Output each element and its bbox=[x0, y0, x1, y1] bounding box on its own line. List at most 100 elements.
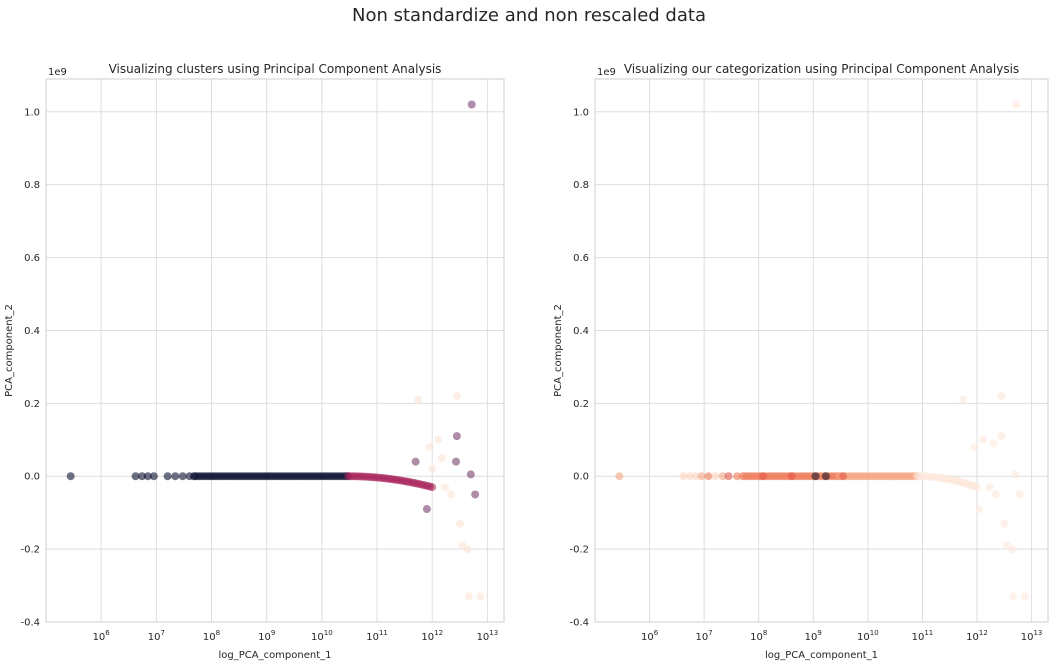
data-point bbox=[970, 443, 979, 452]
data-point bbox=[411, 457, 420, 466]
y-tick-label: -0.4 bbox=[20, 618, 40, 629]
y-tick-label: 0.2 bbox=[24, 399, 40, 410]
x-tick-label: 106 bbox=[93, 629, 111, 643]
data-point bbox=[811, 472, 820, 481]
data-point bbox=[476, 592, 485, 601]
x-tick-label: 108 bbox=[203, 629, 220, 643]
axes-frame bbox=[594, 78, 1049, 623]
data-point bbox=[821, 472, 830, 481]
data-point bbox=[1008, 545, 1017, 554]
y-offset-label: 1e9 bbox=[48, 67, 67, 78]
y-tick-label: 0.8 bbox=[573, 180, 589, 191]
x-tick-label: 109 bbox=[805, 629, 822, 643]
x-tick-label: 1013 bbox=[477, 629, 499, 643]
x-tick-label: 109 bbox=[258, 629, 275, 643]
data-point bbox=[718, 472, 727, 481]
data-point bbox=[171, 472, 180, 481]
data-point bbox=[759, 472, 768, 481]
data-point bbox=[1020, 592, 1029, 601]
data-point bbox=[189, 472, 198, 481]
x-tick-label: 1010 bbox=[857, 629, 879, 643]
data-point bbox=[615, 472, 624, 481]
data-point bbox=[131, 472, 140, 481]
data-point bbox=[66, 472, 75, 481]
x-tick-label: 1010 bbox=[311, 629, 333, 643]
data-point bbox=[422, 505, 431, 514]
data-point bbox=[138, 472, 147, 481]
plot-area bbox=[595, 79, 1048, 622]
y-tick-label: 0.4 bbox=[24, 326, 40, 337]
data-point bbox=[428, 464, 437, 473]
data-point bbox=[958, 395, 967, 404]
data-point bbox=[979, 435, 988, 444]
data-point bbox=[724, 472, 733, 481]
data-point bbox=[975, 505, 984, 514]
data-point bbox=[1011, 470, 1020, 479]
axes-frame bbox=[45, 78, 505, 623]
subplot-2: 106 107 108 109 1010 1011 1012 1013 -0.4 -0.2 0.0 0… bbox=[553, 62, 1049, 661]
y-tick-label: 1.0 bbox=[24, 107, 40, 118]
x-tick-label: 1012 bbox=[421, 629, 443, 643]
data-point bbox=[434, 435, 443, 444]
data-point bbox=[437, 454, 446, 463]
data-point bbox=[178, 472, 187, 481]
subplot-title: Visualizing our categorization using Pri… bbox=[624, 62, 1019, 76]
x-tick-label: 108 bbox=[750, 629, 767, 643]
x-axis-label: log_PCA_component_1 bbox=[765, 650, 878, 661]
x-tick-label: 107 bbox=[148, 629, 165, 643]
data-point bbox=[425, 443, 434, 452]
data-point bbox=[989, 439, 998, 448]
x-tick-label: 1012 bbox=[966, 629, 988, 643]
data-point bbox=[413, 395, 422, 404]
data-point bbox=[463, 545, 472, 554]
data-point bbox=[1009, 592, 1018, 601]
data-point bbox=[997, 392, 1006, 401]
y-tick-label: 0.8 bbox=[24, 180, 40, 191]
data-point bbox=[447, 490, 456, 499]
data-point bbox=[467, 100, 476, 109]
data-point bbox=[838, 472, 847, 481]
x-tick-label: 1013 bbox=[1021, 629, 1043, 643]
data-point bbox=[1000, 519, 1009, 528]
data-point bbox=[440, 483, 449, 492]
y-tick-label: 0.6 bbox=[573, 253, 589, 264]
x-axis-label: log_PCA_component_1 bbox=[218, 650, 331, 661]
x-tick-label: 1011 bbox=[912, 629, 934, 643]
data-point bbox=[697, 472, 706, 481]
x-tick-label: 107 bbox=[696, 629, 713, 643]
y-axis-label: PCA_component_2 bbox=[553, 304, 564, 397]
y-tick-label: 0.4 bbox=[573, 326, 589, 337]
data-point bbox=[732, 472, 741, 481]
plot-area bbox=[46, 79, 504, 622]
y-tick-label: 0.0 bbox=[573, 472, 589, 483]
data-point bbox=[997, 432, 1006, 441]
subplot-1: 106 107 108 109 1010 1011 1012 1013 -0.4 -0.2 0.0 0… bbox=[4, 62, 505, 661]
y-axis-label: PCA_component_2 bbox=[4, 304, 15, 397]
y-offset-label: 1e9 bbox=[597, 67, 616, 78]
data-point bbox=[679, 472, 688, 481]
data-point bbox=[452, 432, 461, 441]
data-point bbox=[691, 472, 700, 481]
y-tick-label: -0.4 bbox=[569, 618, 589, 629]
y-tick-label: -0.2 bbox=[20, 545, 40, 556]
y-tick-label: 0.6 bbox=[24, 253, 40, 264]
x-tick-label: 106 bbox=[641, 629, 659, 643]
data-point bbox=[456, 519, 465, 528]
figure-title: Non standardize and non rescaled data bbox=[352, 5, 706, 26]
y-tick-label: -0.2 bbox=[569, 545, 589, 556]
y-tick-label: 0.0 bbox=[24, 472, 40, 483]
y-tick-label: 0.2 bbox=[573, 399, 589, 410]
data-point bbox=[428, 483, 437, 492]
subplot-title: Visualizing clusters using Principal Com… bbox=[109, 62, 442, 76]
data-point bbox=[452, 457, 461, 466]
data-point bbox=[985, 483, 994, 492]
data-point bbox=[1015, 490, 1024, 499]
data-point bbox=[787, 472, 796, 481]
data-point bbox=[452, 392, 461, 401]
y-tick-label: 1.0 bbox=[573, 107, 589, 118]
data-point bbox=[991, 490, 1000, 499]
data-point bbox=[711, 472, 720, 481]
data-point bbox=[471, 490, 480, 499]
data-point bbox=[466, 470, 475, 479]
